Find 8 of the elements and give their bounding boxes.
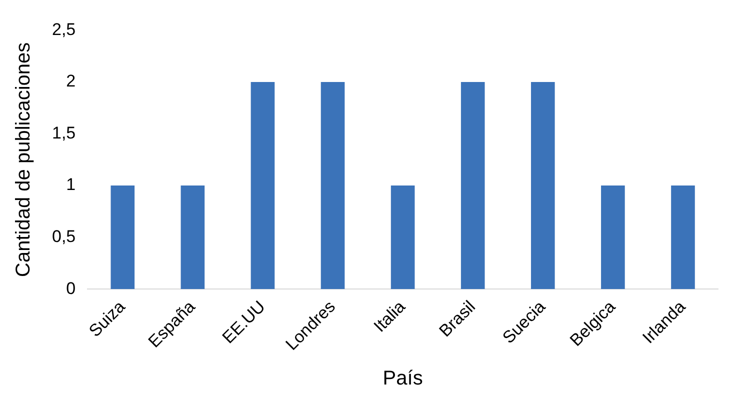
x-axis-title: País xyxy=(382,368,423,390)
y-tick-label: 1,5 xyxy=(52,123,76,142)
y-tick-label: 2,5 xyxy=(52,20,76,39)
y-tick-label: 2 xyxy=(66,72,76,91)
y-tick-label: 1 xyxy=(66,175,76,194)
y-axis-title: Cantidad de publicaciones xyxy=(12,42,35,277)
y-tick-label: 0 xyxy=(66,278,76,298)
y-tick-label: 0,5 xyxy=(52,227,76,246)
